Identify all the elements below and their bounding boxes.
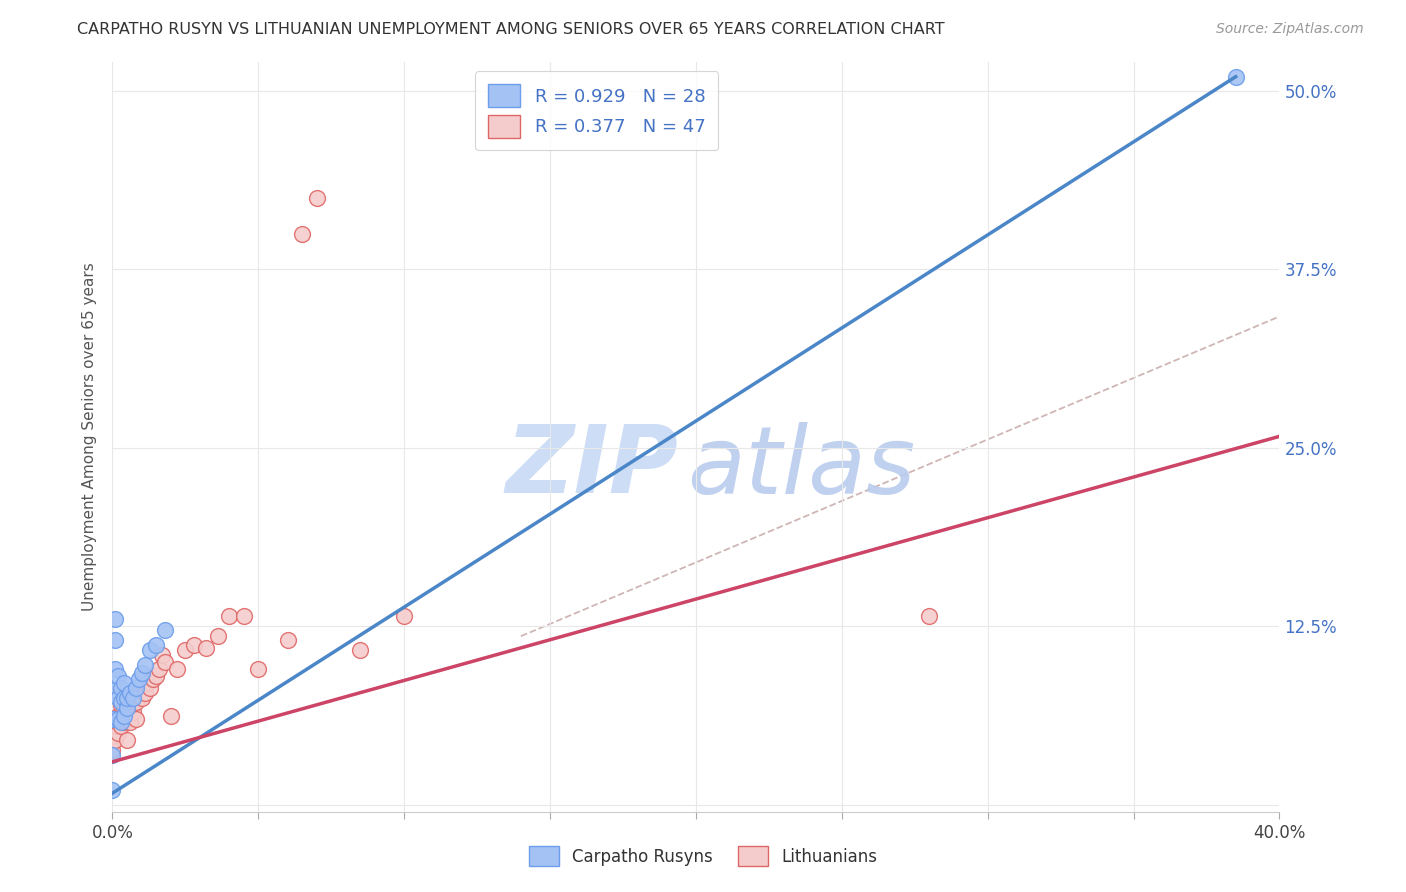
Point bbox=[101, 783, 124, 797]
Point bbox=[153, 655, 176, 669]
Point bbox=[194, 640, 217, 655]
Y-axis label: Unemployment Among Seniors over 65 years: Unemployment Among Seniors over 65 years bbox=[82, 263, 97, 611]
Point bbox=[160, 709, 183, 723]
Legend: R = 0.929   N = 28, R = 0.377   N = 47: R = 0.929 N = 28, R = 0.377 N = 47 bbox=[475, 71, 718, 151]
Point bbox=[118, 714, 141, 729]
Point bbox=[115, 690, 138, 705]
Point bbox=[104, 662, 127, 676]
Point bbox=[110, 681, 132, 695]
Point bbox=[110, 709, 132, 723]
Point bbox=[110, 698, 132, 712]
Point bbox=[101, 729, 124, 743]
Point bbox=[148, 662, 170, 676]
Point bbox=[112, 709, 135, 723]
Point bbox=[145, 669, 167, 683]
Point bbox=[139, 681, 162, 695]
Text: Source: ZipAtlas.com: Source: ZipAtlas.com bbox=[1216, 22, 1364, 37]
Text: CARPATHO RUSYN VS LITHUANIAN UNEMPLOYMENT AMONG SENIORS OVER 65 YEARS CORRELATIO: CARPATHO RUSYN VS LITHUANIAN UNEMPLOYMEN… bbox=[77, 22, 945, 37]
Text: atlas: atlas bbox=[686, 422, 915, 513]
Point bbox=[110, 719, 132, 733]
Point bbox=[247, 662, 270, 676]
Point bbox=[118, 686, 141, 700]
Point bbox=[207, 629, 229, 643]
Point bbox=[115, 712, 138, 726]
Legend: Carpatho Rusyns, Lithuanians: Carpatho Rusyns, Lithuanians bbox=[522, 839, 884, 873]
Point bbox=[1225, 70, 1247, 84]
Point bbox=[128, 672, 150, 686]
Point bbox=[174, 643, 197, 657]
Point bbox=[276, 633, 298, 648]
Point bbox=[349, 643, 371, 657]
Point bbox=[115, 700, 138, 714]
Point bbox=[122, 705, 145, 719]
Point bbox=[134, 686, 156, 700]
Point bbox=[110, 695, 132, 709]
Point bbox=[136, 676, 159, 690]
Point bbox=[112, 700, 135, 714]
Point bbox=[218, 609, 240, 624]
Point bbox=[142, 672, 165, 686]
Point bbox=[107, 712, 129, 726]
Point bbox=[104, 719, 127, 733]
Point bbox=[134, 669, 156, 683]
Text: ZIP: ZIP bbox=[506, 421, 679, 513]
Point bbox=[305, 191, 328, 205]
Point bbox=[394, 609, 416, 624]
Point bbox=[101, 747, 124, 762]
Point bbox=[118, 700, 141, 714]
Point bbox=[104, 633, 127, 648]
Point bbox=[104, 612, 127, 626]
Point bbox=[104, 733, 127, 747]
Point bbox=[183, 638, 205, 652]
Point bbox=[125, 681, 148, 695]
Point bbox=[134, 657, 156, 672]
Point bbox=[107, 669, 129, 683]
Point bbox=[145, 638, 167, 652]
Point bbox=[107, 726, 129, 740]
Point bbox=[291, 227, 314, 241]
Point bbox=[125, 712, 148, 726]
Point bbox=[131, 676, 153, 690]
Point bbox=[166, 662, 188, 676]
Point bbox=[101, 743, 124, 757]
Point bbox=[112, 714, 135, 729]
Point bbox=[115, 695, 138, 709]
Point bbox=[112, 676, 135, 690]
Point bbox=[153, 624, 176, 638]
Point bbox=[101, 712, 124, 726]
Point bbox=[104, 683, 127, 698]
Point bbox=[112, 690, 135, 705]
Point bbox=[232, 609, 254, 624]
Point bbox=[107, 709, 129, 723]
Point bbox=[139, 643, 162, 657]
Point bbox=[122, 690, 145, 705]
Point bbox=[131, 690, 153, 705]
Point bbox=[918, 609, 941, 624]
Point bbox=[128, 686, 150, 700]
Point bbox=[122, 690, 145, 705]
Point bbox=[110, 714, 132, 729]
Point bbox=[150, 648, 173, 662]
Point bbox=[131, 666, 153, 681]
Point bbox=[107, 690, 129, 705]
Point bbox=[125, 695, 148, 709]
Point bbox=[115, 733, 138, 747]
